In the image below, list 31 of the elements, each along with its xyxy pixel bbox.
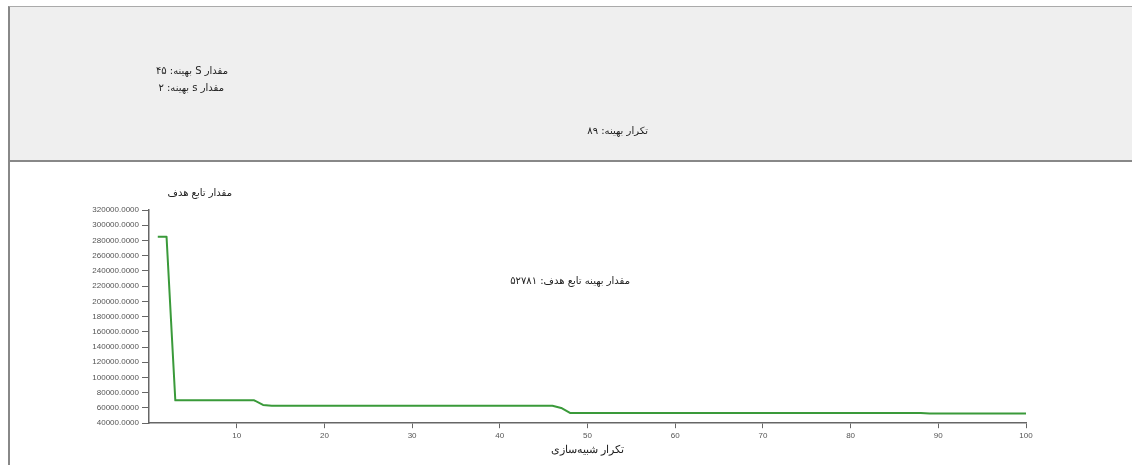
annotation: مقدار بهینه تابع هدف: ۵۲۷۸۱	[510, 274, 630, 287]
x-tick-label: 100	[1019, 431, 1034, 441]
x-tick-label: 30	[407, 431, 418, 441]
x-tick-label: 80	[846, 431, 856, 441]
y-axis-title: مقدار تابع هدف	[167, 186, 232, 199]
y-tick-label: 160000.0000	[92, 327, 140, 337]
x-tick-label: 70	[758, 431, 768, 441]
y-tick-label: 60000.0000	[96, 403, 140, 413]
text: مقدار s بهینه: ۲	[158, 82, 224, 93]
y-tick-label: 280000.0000	[92, 235, 140, 245]
y-tick-label: 260000.0000	[92, 250, 140, 260]
y-tick-label: 80000.0000	[96, 387, 140, 397]
y-tick-label: 180000.0000	[92, 311, 140, 321]
y-tick-label: 140000.0000	[92, 342, 140, 352]
x-tick-label: 90	[933, 431, 944, 441]
y-tick-label: 120000.0000	[92, 357, 140, 367]
x-axis-title: تکرار شبیه‌سازی	[550, 443, 625, 457]
y-tick-label: 220000.0000	[92, 281, 140, 291]
x-tick-label: 20	[319, 431, 330, 441]
x-tick-label: 10	[232, 431, 242, 441]
y-tick-label: 320000.0000	[92, 205, 140, 215]
y-tick-label: 40000.0000	[96, 418, 140, 428]
y-tick-label: 200000.0000	[92, 296, 140, 306]
x-tick-label: 40	[495, 431, 505, 441]
y-tick-label: 100000.0000	[92, 372, 140, 382]
text: مقدار S بهینه: ۴۵	[155, 65, 228, 76]
y-tick-label: 240000.0000	[92, 266, 140, 276]
y-tick-label: 300000.0000	[92, 220, 140, 230]
x-tick-label: 50	[583, 431, 593, 441]
text: تکرار بهینه: ۸۹	[587, 125, 648, 136]
x-tick-label: 60	[670, 431, 681, 441]
